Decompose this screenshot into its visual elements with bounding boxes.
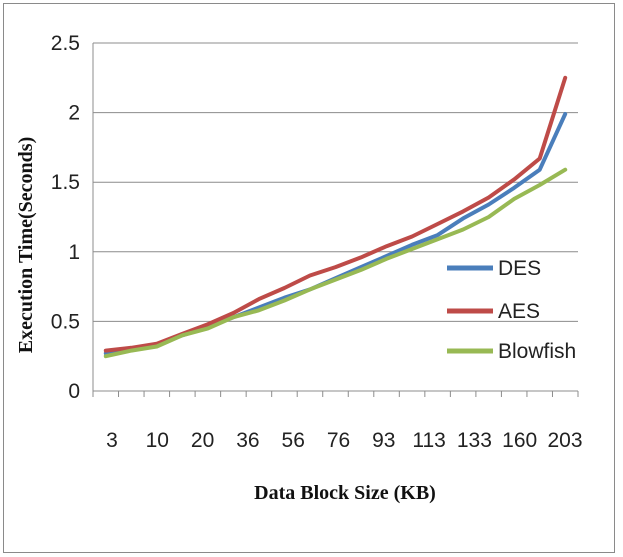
y-tick-label: 0 <box>68 380 80 403</box>
x-tick-label: 133 <box>457 429 492 452</box>
axes <box>92 43 579 397</box>
y-tick-label: 2.5 <box>51 32 80 55</box>
x-tick-labels: 3 10 20 36 56 76 93 113 133 160 203 <box>106 429 582 452</box>
y-tick-label: 1 <box>68 241 80 264</box>
x-tick-label: 76 <box>327 429 350 452</box>
x-tick-label: 113 <box>412 429 445 452</box>
x-tick-label: 20 <box>191 429 214 452</box>
x-tick-label: 160 <box>502 429 537 452</box>
legend-label-aes: AES <box>498 300 540 323</box>
x-tick-label: 3 <box>106 429 118 452</box>
legend-label-des: DES <box>498 257 541 280</box>
y-tick-label: 0.5 <box>51 310 80 333</box>
legend: DES AES Blowfish <box>447 257 576 363</box>
x-axis-title: Data Block Size (KB) <box>254 482 436 504</box>
x-tick-label: 203 <box>547 429 582 452</box>
y-tick-label: 1.5 <box>51 171 80 194</box>
legend-label-blowfish: Blowfish <box>498 340 576 363</box>
x-tick-label: 10 <box>146 429 169 452</box>
x-tick-label: 56 <box>282 429 305 452</box>
y-tick-labels: 0 0.5 1 1.5 2 2.5 <box>51 32 80 403</box>
y-tick-label: 2 <box>68 102 80 125</box>
series-line-aes <box>103 75 568 353</box>
x-tick-label: 36 <box>236 429 259 452</box>
gridlines <box>93 42 578 322</box>
series-line-des <box>103 112 568 356</box>
series-lines <box>103 75 568 359</box>
x-tick-label: 93 <box>372 429 395 452</box>
series-line-blowfish <box>103 167 568 359</box>
y-axis-title: Execution Time(Seconds) <box>15 137 37 354</box>
